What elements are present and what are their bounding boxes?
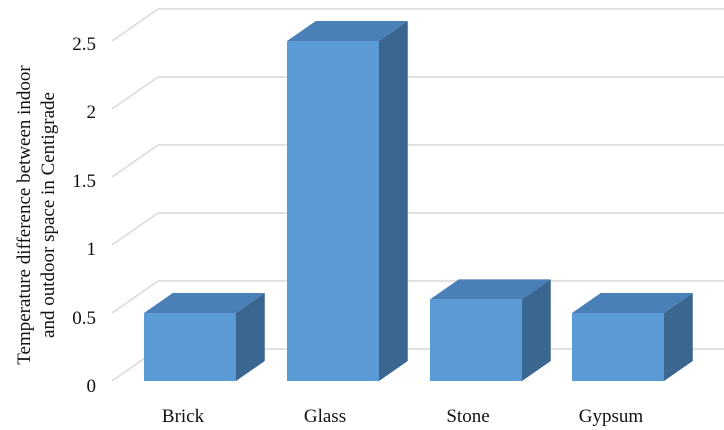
bar-stone	[430, 279, 551, 381]
bar-top-stone	[430, 279, 551, 300]
bars	[144, 21, 693, 381]
bar-brick	[144, 293, 265, 381]
bar-top-brick	[144, 293, 265, 313]
y-tick-label-2.5: 2.5	[72, 34, 96, 55]
y-tick-labels: 0 0.5 1 1.5 2 2.5	[72, 34, 96, 397]
bar-front-glass	[287, 41, 379, 381]
y-axis-title-line-1: Temperature difference between indoor	[14, 65, 35, 365]
bar-front-stone	[430, 299, 522, 381]
gridline-2.5	[111, 8, 724, 42]
x-category-labels: Brick Glass Stone Gypsum	[162, 406, 644, 427]
bar-side-brick	[236, 293, 265, 381]
bar-front-gypsum	[572, 313, 664, 381]
bar-front-brick	[144, 313, 236, 381]
bar-top-gypsum	[572, 293, 693, 313]
gridline-2	[111, 76, 724, 110]
category-label-brick: Brick	[162, 406, 205, 427]
bar-side-stone	[522, 279, 551, 381]
y-tick-label-1: 1	[87, 239, 97, 260]
gridline-1.5	[111, 144, 724, 178]
category-label-stone: Stone	[446, 406, 489, 427]
bar-gypsum	[572, 293, 693, 381]
gridline-1	[111, 212, 724, 246]
bar-side-gypsum	[664, 293, 693, 381]
y-axis-title-line-2: and outdoor space in Centigrade	[38, 92, 59, 338]
bar-glass	[287, 21, 408, 381]
bar-side-glass	[379, 21, 408, 381]
bar-top-glass	[287, 21, 408, 41]
y-tick-label-2: 2	[87, 102, 97, 123]
y-tick-label-1.5: 1.5	[72, 171, 96, 192]
y-tick-label-0.5: 0.5	[72, 308, 96, 329]
category-label-gypsum: Gypsum	[579, 406, 644, 427]
y-axis-title: Temperature difference between indoor an…	[14, 65, 59, 365]
category-label-glass: Glass	[304, 406, 346, 427]
y-tick-label-0: 0	[87, 376, 97, 397]
